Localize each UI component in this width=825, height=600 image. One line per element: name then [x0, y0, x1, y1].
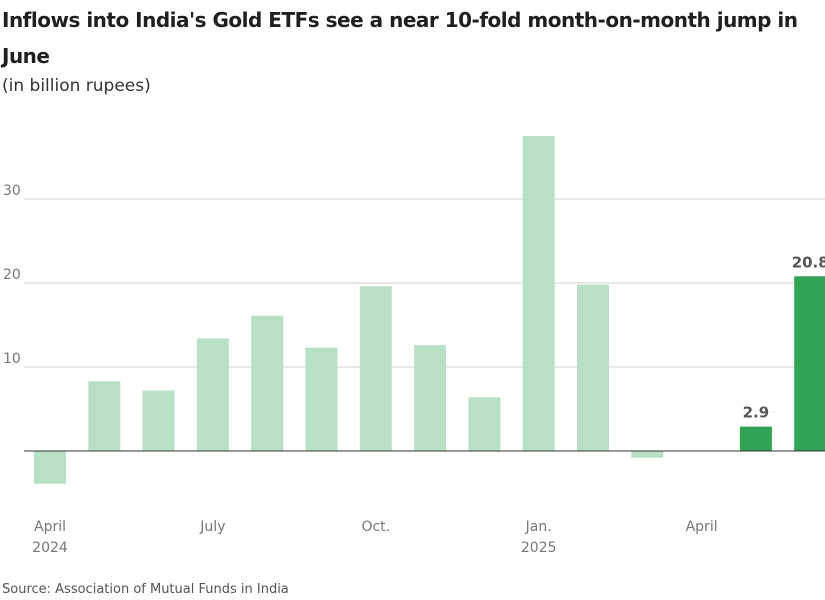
bar-jul-2024 — [196, 338, 229, 451]
bar-apr-2024 — [34, 451, 66, 484]
x-tick-label: April — [34, 519, 66, 535]
bar-dec-2024 — [468, 397, 501, 451]
data-label: 2.9 — [743, 404, 770, 422]
y-tick-label: 10 — [3, 351, 21, 367]
chart-title: Inflows into India's Gold ETFs see a nea… — [2, 8, 798, 68]
bar-jan-2025 — [522, 136, 555, 451]
bar-mar-2025 — [631, 451, 664, 458]
source-note: Source: Association of Mutual Funds in I… — [2, 582, 289, 597]
bar-feb-2025 — [577, 284, 609, 451]
bar-jun-2025 — [794, 276, 825, 451]
chart-subtitle: (in billion rupees) — [2, 76, 151, 96]
bar-aug-2024 — [251, 315, 284, 451]
bar-nov-2024 — [414, 345, 447, 451]
data-label: 20.8 — [792, 253, 825, 271]
x-tick-label: 2024 — [32, 540, 68, 556]
bar-sep-2024 — [305, 347, 338, 451]
y-tick-label: 20 — [3, 267, 21, 283]
bar-oct-2024 — [359, 286, 392, 451]
bar-may-2025 — [739, 426, 772, 451]
x-tick-label: April — [686, 519, 718, 535]
x-tick-label: July — [199, 519, 225, 535]
bar-jun-2024 — [142, 390, 175, 451]
x-tick-label: 2025 — [521, 540, 557, 556]
bar-may-2024 — [88, 381, 121, 451]
x-tick-label: Oct. — [361, 519, 390, 535]
y-tick-label: 30 — [3, 183, 21, 199]
x-tick-label: Jan. — [525, 519, 552, 535]
